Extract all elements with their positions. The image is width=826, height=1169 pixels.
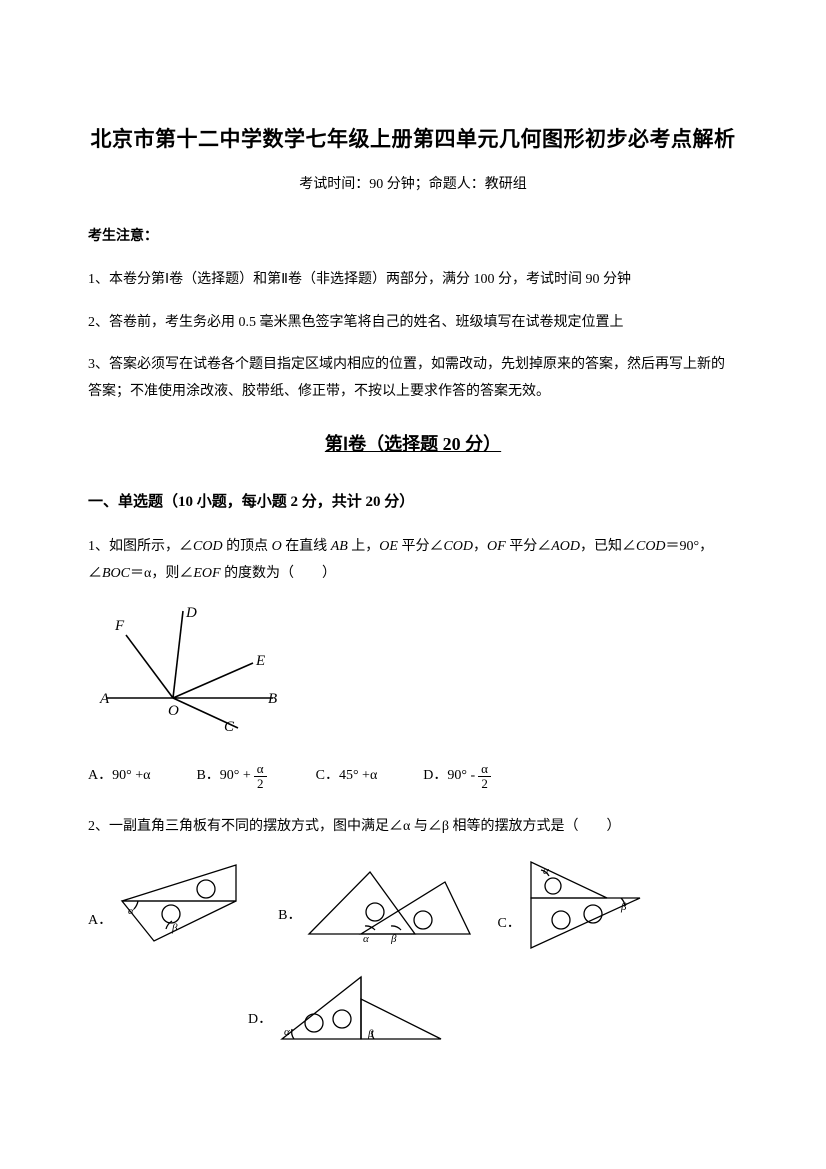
fig-label-D: D bbox=[185, 605, 197, 621]
q2-opt-d-label: D． bbox=[248, 1007, 272, 1034]
q1-cod3: COD bbox=[636, 539, 666, 554]
notice-line-2: 2、答卷前，考生务必用 0.5 毫米黑色签字笔将自己的姓名、班级填写在试卷规定位… bbox=[88, 310, 738, 337]
notice-line-1: 1、本卷分第Ⅰ卷（选择题）和第Ⅱ卷（非选择题）两部分，满分 100 分，考试时间… bbox=[88, 267, 738, 294]
q2d-alpha: α bbox=[284, 1026, 290, 1038]
q1-opt-d-den: 2 bbox=[478, 777, 491, 791]
q2a-alpha: α bbox=[128, 905, 134, 917]
question-1-figure: F D E A O B C bbox=[98, 603, 738, 744]
fig-label-A: A bbox=[99, 691, 110, 707]
q1-of: OF bbox=[487, 539, 506, 554]
q1-option-a: A．90° +α bbox=[88, 763, 150, 790]
fig-label-O: O bbox=[168, 703, 179, 719]
q2-opt-c-label: C． bbox=[497, 911, 520, 938]
question-1-text: 1、如图所示，∠COD 的顶点 O 在直线 AB 上，OE 平分∠COD，OF … bbox=[88, 534, 738, 587]
q2a-beta: β bbox=[171, 922, 178, 934]
q1-oe: OE bbox=[379, 539, 398, 554]
fig-label-B: B bbox=[268, 691, 277, 707]
q1-opt-d-num: α bbox=[478, 762, 491, 777]
q1-t-f: ， bbox=[473, 539, 487, 554]
q1-t-j: ＝α，则∠ bbox=[130, 566, 193, 581]
q1-t-c: 在直线 bbox=[282, 539, 331, 554]
q1-option-b: B．90° + α 2 bbox=[196, 762, 269, 792]
part1-header: 第Ⅰ卷（选择题 20 分） bbox=[88, 427, 738, 461]
q1-opt-b-frac: α 2 bbox=[254, 762, 267, 792]
q1-opt-b-den: 2 bbox=[254, 777, 267, 791]
q2c-alpha: α bbox=[543, 865, 549, 877]
q2b-beta: β bbox=[390, 933, 397, 944]
notice-line-3: 3、答案必须写在试卷各个题目指定区域内相应的位置，如需改动，先划掉原来的答案，然… bbox=[88, 352, 738, 405]
q2-option-a: A． α β bbox=[88, 859, 256, 949]
q1-option-c: C．45° +α bbox=[316, 763, 378, 790]
question-2-options: A． α β B． α β bbox=[88, 856, 738, 1047]
q1-cod: COD bbox=[193, 539, 223, 554]
q1-ab: AB bbox=[331, 539, 348, 554]
section1-header: 一、单选题（10 小题，每小题 2 分，共计 20 分） bbox=[88, 488, 738, 517]
q1-t-k: 的度数为（ ） bbox=[221, 566, 337, 581]
fig-label-F: F bbox=[114, 618, 125, 634]
q1-opt-b-pre: B．90° + bbox=[196, 763, 250, 790]
q2-figure-c: α β bbox=[525, 856, 645, 951]
document-title: 北京市第十二中学数学七年级上册第四单元几何图形初步必考点解析 bbox=[88, 120, 738, 160]
q1-opt-d-frac: α 2 bbox=[478, 762, 491, 792]
question-1-options: A．90° +α B．90° + α 2 C．45° +α D．90° - α … bbox=[88, 762, 738, 792]
q1-t-d: 上， bbox=[348, 539, 380, 554]
fig-label-E: E bbox=[255, 653, 265, 669]
q2b-alpha: α bbox=[363, 933, 369, 944]
q2-figure-a: α β bbox=[116, 859, 256, 949]
q2-opt-b-label: B． bbox=[278, 903, 301, 930]
q1-aod: AOD bbox=[551, 539, 580, 554]
q1-t-h: ，已知∠ bbox=[580, 539, 636, 554]
document-subtitle: 考试时间：90 分钟；命题人：教研组 bbox=[88, 172, 738, 199]
q2d-beta: β bbox=[367, 1028, 374, 1040]
fig-label-C: C bbox=[224, 719, 235, 733]
q1-eof: EOF bbox=[193, 566, 220, 581]
q1-t-g: 平分∠ bbox=[506, 539, 552, 554]
q1-opt-d-pre: D．90° - bbox=[423, 763, 475, 790]
q2-option-d: D． α β bbox=[248, 969, 446, 1047]
q2c-beta: β bbox=[620, 901, 627, 913]
q1-opt-b-num: α bbox=[254, 762, 267, 777]
q1-boc: BOC bbox=[102, 566, 130, 581]
q1-cod2: COD bbox=[443, 539, 473, 554]
q1-t-e: 平分∠ bbox=[398, 539, 444, 554]
q1-option-d: D．90° - α 2 bbox=[423, 762, 494, 792]
q2-figure-d: α β bbox=[276, 969, 446, 1047]
question-2-text: 2、一副直角三角板有不同的摆放方式，图中满足∠α 与∠β 相等的摆放方式是（ ） bbox=[88, 814, 738, 841]
q2-option-b: B． α β bbox=[278, 864, 475, 944]
q2-opt-a-label: A． bbox=[88, 908, 112, 935]
q2-figure-b: α β bbox=[305, 864, 475, 944]
q1-t-a: 1、如图所示，∠ bbox=[88, 539, 193, 554]
notice-header: 考生注意： bbox=[88, 224, 738, 251]
q1-o: O bbox=[272, 539, 282, 554]
q2-option-c: C． α β bbox=[497, 856, 644, 951]
q1-t-b: 的顶点 bbox=[223, 539, 272, 554]
